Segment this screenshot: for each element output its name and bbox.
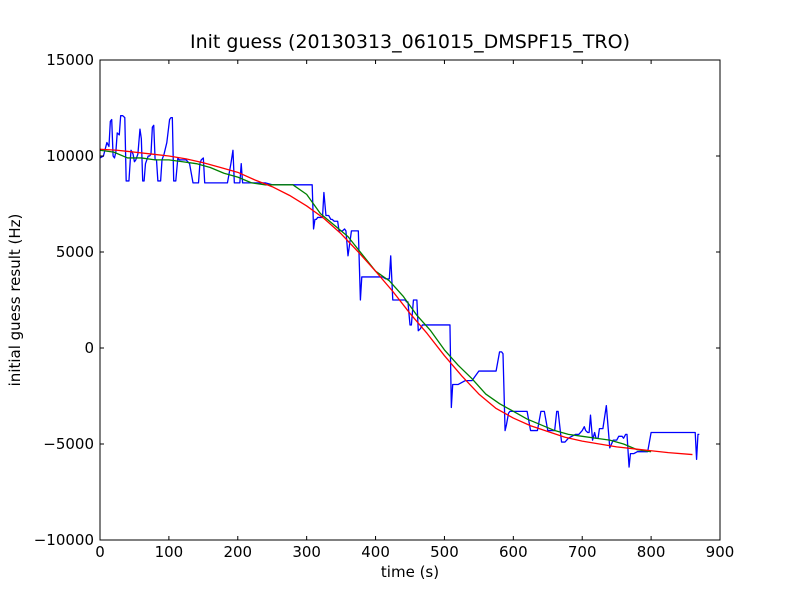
x-tick-label: 600: [499, 543, 528, 561]
y-tick-label: −5000: [43, 435, 94, 453]
y-tick-label: −10000: [34, 531, 94, 549]
x-tick-label: 700: [568, 543, 597, 561]
x-tick-label: 0: [95, 543, 105, 561]
series-line-fit: [100, 148, 693, 456]
plot-frame: [99, 59, 721, 541]
x-tick-label: 800: [637, 543, 666, 561]
x-tick-label: 500: [430, 543, 459, 561]
x-axis-label: time (s): [381, 563, 439, 581]
series-layer: [100, 115, 700, 468]
x-tick-label: 200: [223, 543, 252, 561]
chart-title: Init guess (20130313_061015_DMSPF15_TRO): [190, 31, 630, 53]
x-tick-label: 300: [292, 543, 321, 561]
x-tick-label: 400: [361, 543, 390, 561]
y-tick-label: 0: [84, 339, 94, 357]
x-tick-label: 100: [155, 543, 184, 561]
x-tick-label: 900: [706, 543, 735, 561]
series-line-raw: [100, 115, 700, 468]
y-tick-label: 10000: [46, 147, 94, 165]
y-tick-label: 15000: [46, 51, 94, 69]
y-axis-label: initial guess result (Hz): [6, 214, 24, 387]
ticks-layer: 0 100 200 300 400 500 600 700 800 900 −10000 −5000 0…: [34, 51, 735, 561]
y-tick-label: 5000: [56, 243, 94, 261]
plot-area: [100, 60, 720, 540]
